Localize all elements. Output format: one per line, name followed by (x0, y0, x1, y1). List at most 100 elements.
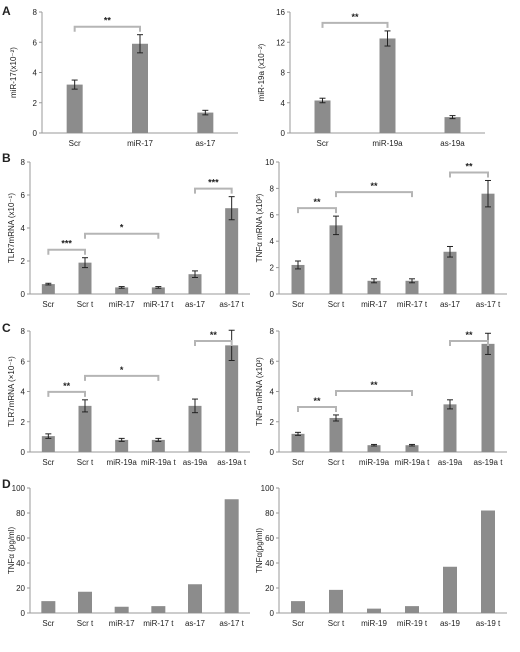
y-tick-label: 8 (21, 327, 26, 336)
bar (367, 445, 381, 452)
category-label: miR-19 t (397, 619, 428, 628)
bar (78, 591, 92, 613)
y-tick-label: 6 (21, 191, 26, 200)
y-tick-label: 60 (265, 534, 274, 543)
bar (444, 117, 461, 133)
chart-7: 0 20 40 60 80 100 TNFα (pg/ml) Scr Scr t miR-17 mi… (7, 484, 250, 628)
category-label: miR-17 (361, 300, 387, 309)
significance-label: ** (104, 16, 112, 26)
y-tick-label: 80 (16, 509, 25, 518)
category-label: as-19a t (474, 458, 504, 467)
category-label: as-19a (440, 139, 465, 148)
bar (115, 287, 129, 294)
significance-bracket (297, 405, 337, 412)
y-tick-label: 0 (21, 448, 26, 457)
bar (443, 566, 457, 613)
significance-label: * (120, 223, 124, 233)
category-label: Scr (42, 300, 54, 309)
y-tick-label: 100 (12, 484, 26, 493)
significance-bracket (47, 390, 86, 397)
category-label: miR-17 (109, 619, 135, 628)
y-tick-label: 6 (33, 38, 38, 47)
significance-label: ** (63, 381, 71, 391)
chart-4: 0 2 4 6 8 10 TNFα mRNA (x10²) Scr Scr t miR-17 miR… (255, 158, 507, 309)
y-axis-label: TNFα(pg/ml) (255, 528, 264, 573)
category-label: as-19a (438, 458, 463, 467)
y-tick-label: 4 (33, 69, 38, 78)
significance-bracket (194, 187, 233, 194)
bar (151, 606, 166, 613)
bar (367, 280, 381, 294)
bar (443, 404, 457, 452)
y-axis-label: TNFα mRNA (x10²) (255, 357, 264, 426)
significance-bracket (84, 232, 160, 239)
chart-1: 0 2 4 6 8 miR-17(x10⁻²) Scr miR-17 as-17 ** (9, 8, 238, 148)
y-tick-label: 4 (21, 388, 26, 397)
y-tick-label: 40 (16, 559, 25, 568)
y-axis-label: TNFα (pg/ml) (7, 527, 16, 575)
category-label: Scr t (77, 619, 94, 628)
bar (41, 436, 55, 452)
y-tick-label: 2 (270, 264, 275, 273)
chart-8: 0 20 40 60 80 100 TNFα(pg/ml) Scr Scr t miR-19 miR… (255, 484, 507, 628)
category-label: Scr (292, 300, 304, 309)
bar (379, 38, 396, 133)
bar (329, 589, 343, 613)
bar (224, 499, 239, 613)
bar (405, 445, 419, 452)
bar (115, 439, 129, 452)
bar (291, 264, 305, 294)
chart-3: 0 2 4 6 8 TLR7mRNA (x10⁻¹) Scr Scr t miR-17 miR-1… (7, 158, 250, 309)
y-tick-label: 12 (276, 38, 285, 47)
bar (151, 287, 165, 294)
y-tick-label: 6 (21, 357, 26, 366)
significance-bracket (297, 207, 337, 214)
y-tick-label: 6 (270, 211, 275, 220)
y-tick-label: 10 (265, 158, 274, 167)
category-label: miR-17 t (143, 619, 174, 628)
y-tick-label: 80 (265, 509, 274, 518)
y-tick-label: 0 (21, 609, 26, 618)
y-axis-label: TNFα mRNA (x10²) (255, 193, 264, 262)
chart-5: 0 2 4 6 8 TLR7mRNA (×10⁻¹) Scr Scr t miR-19a miR-… (7, 327, 250, 467)
y-tick-label: 8 (21, 158, 26, 167)
significance-bracket (335, 389, 413, 396)
y-tick-label: 4 (270, 237, 275, 246)
y-tick-label: 40 (265, 559, 274, 568)
category-label: as-17 t (219, 619, 244, 628)
y-tick-label: 4 (21, 224, 26, 233)
category-label: Scr (69, 139, 81, 148)
category-label: Scr t (328, 619, 345, 628)
bar (197, 112, 214, 133)
bar (132, 43, 148, 134)
category-label: Scr (292, 458, 304, 467)
bar (225, 208, 239, 294)
y-tick-label: 4 (281, 99, 286, 108)
y-tick-label: 20 (16, 584, 25, 593)
bar (114, 606, 129, 613)
significance-label: ** (465, 330, 473, 340)
bar (329, 225, 343, 294)
bar (367, 608, 381, 613)
significance-label: ** (351, 12, 359, 22)
significance-bracket (449, 171, 489, 178)
category-label: Scr (292, 619, 304, 628)
y-tick-label: 0 (270, 448, 275, 457)
significance-label: *** (208, 178, 219, 188)
y-tick-label: 60 (16, 534, 25, 543)
significance-bracket (449, 340, 489, 346)
y-axis-label: miR-17(x10⁻²) (9, 47, 18, 98)
significance-label: ** (370, 181, 378, 191)
bar (188, 584, 202, 613)
y-tick-label: 8 (270, 327, 275, 336)
category-label: Scr (42, 619, 54, 628)
y-tick-label: 2 (33, 99, 38, 108)
y-tick-label: 2 (270, 418, 275, 427)
y-axis-label: TLR7mRNA (×10⁻¹) (7, 356, 16, 427)
bar (78, 262, 92, 294)
y-tick-label: 0 (270, 609, 275, 618)
significance-bracket (335, 191, 413, 198)
y-tick-label: 8 (270, 184, 275, 193)
